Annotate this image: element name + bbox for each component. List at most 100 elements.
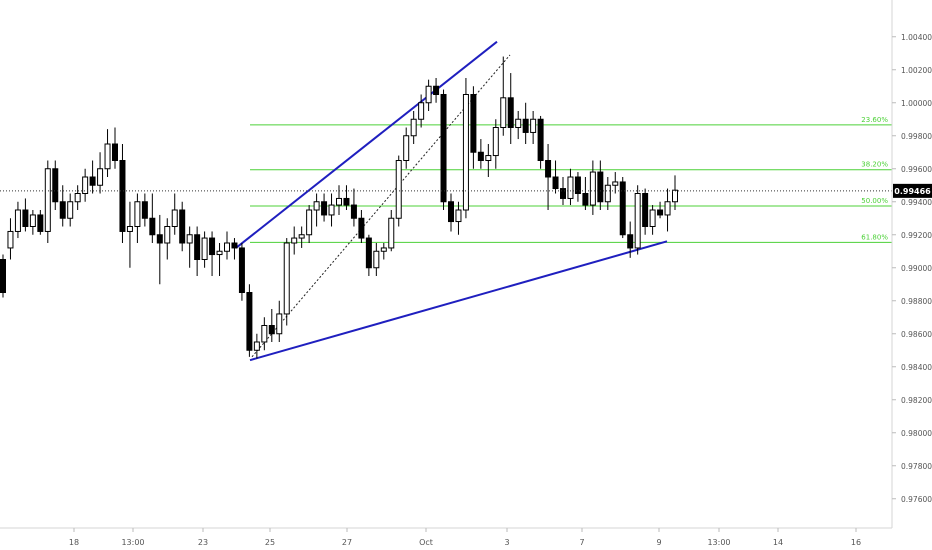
candle bbox=[7, 218, 14, 260]
candle-body-down bbox=[642, 193, 649, 227]
candle-body-down bbox=[37, 214, 44, 232]
candle bbox=[194, 226, 201, 276]
candle-body-up bbox=[462, 94, 469, 211]
candle bbox=[462, 78, 469, 219]
candle bbox=[22, 198, 29, 232]
candle bbox=[418, 94, 425, 128]
candle bbox=[567, 168, 574, 206]
candle-body-down bbox=[477, 151, 484, 161]
candle-body-up bbox=[455, 209, 462, 223]
candle-body-down bbox=[179, 209, 186, 244]
candle-body-up bbox=[261, 325, 268, 343]
candle-body-up bbox=[403, 135, 410, 161]
candle-body-down bbox=[537, 118, 544, 161]
candle bbox=[89, 160, 96, 194]
fibonacci-levels: 23.60% 38.20% 50.00% 61.80% bbox=[250, 116, 892, 243]
candle-body-down bbox=[149, 217, 156, 236]
y-tick-label: 1.00400 bbox=[901, 33, 932, 42]
candle-body-up bbox=[14, 209, 21, 232]
candle bbox=[134, 193, 141, 243]
candle-body-down bbox=[574, 176, 581, 194]
candle-body-up bbox=[500, 97, 507, 129]
candle bbox=[29, 210, 36, 235]
x-tick-label: 13:00 bbox=[121, 538, 144, 547]
trendline bbox=[235, 40, 498, 249]
candle-body-up bbox=[410, 118, 417, 137]
candle bbox=[37, 210, 44, 235]
y-tick-label: 1.00200 bbox=[901, 66, 932, 75]
candle bbox=[67, 193, 74, 227]
candle bbox=[403, 127, 410, 169]
candle bbox=[448, 193, 454, 232]
candle bbox=[313, 193, 320, 227]
candle bbox=[395, 155, 402, 227]
candle-body-up bbox=[201, 237, 208, 261]
candle bbox=[112, 127, 118, 169]
candle-body-up bbox=[306, 209, 313, 236]
candle bbox=[589, 160, 596, 215]
candle bbox=[268, 309, 275, 342]
candle-body-up bbox=[74, 193, 81, 203]
candle bbox=[604, 177, 611, 210]
candle bbox=[253, 333, 260, 359]
candle-body-up bbox=[134, 201, 141, 227]
fib-level-label: 38.20% bbox=[861, 161, 888, 169]
current-price-label: 0.99466 bbox=[894, 187, 931, 196]
candle bbox=[612, 172, 619, 194]
candle-body-down bbox=[268, 325, 275, 335]
candle-body-down bbox=[141, 201, 148, 219]
candle-body-up bbox=[328, 204, 335, 216]
candle bbox=[0, 254, 6, 298]
candle bbox=[634, 185, 641, 255]
candle-body-down bbox=[321, 201, 328, 216]
candle bbox=[530, 111, 537, 144]
candle bbox=[440, 89, 447, 210]
candle bbox=[500, 56, 507, 136]
candle-body-down bbox=[358, 217, 365, 239]
candle bbox=[104, 129, 111, 177]
candle bbox=[358, 210, 365, 243]
y-tick-label: 0.97800 bbox=[901, 462, 932, 471]
candle-body-down bbox=[440, 94, 447, 203]
candle-body-down bbox=[209, 237, 216, 256]
candle-body-down bbox=[582, 193, 589, 206]
candle-body-up bbox=[380, 247, 387, 252]
candle bbox=[560, 177, 566, 206]
y-tick-label: 0.98600 bbox=[901, 330, 932, 339]
candle bbox=[141, 193, 148, 227]
candle bbox=[552, 160, 559, 194]
candle-body-down bbox=[545, 160, 552, 178]
candle-body-up bbox=[276, 313, 283, 335]
candle bbox=[246, 284, 253, 357]
fib-level-label: 61.80% bbox=[861, 233, 888, 241]
y-tick-label: 0.99800 bbox=[901, 132, 932, 141]
candle bbox=[410, 111, 417, 144]
candle-body-up bbox=[253, 341, 260, 351]
candle-body-down bbox=[119, 160, 126, 232]
candle-body-up bbox=[604, 184, 611, 203]
candle-body-up bbox=[395, 160, 402, 219]
y-tick-label: 1.00000 bbox=[901, 99, 932, 108]
candle bbox=[336, 185, 342, 215]
candle-body-up bbox=[97, 168, 104, 186]
time-axis[interactable]: 18 13:00 23 25 27 Oct 3 7 9 13:00 14 16 bbox=[69, 528, 861, 547]
candle bbox=[149, 193, 156, 243]
y-tick-label: 0.98800 bbox=[901, 297, 932, 306]
candle-body-down bbox=[507, 97, 514, 129]
candle-body-down bbox=[0, 259, 6, 293]
candle-body-up bbox=[515, 118, 522, 128]
candle-body-up bbox=[485, 155, 492, 162]
candle-body-down bbox=[433, 85, 440, 95]
candle bbox=[350, 188, 357, 227]
candle-body-down bbox=[246, 292, 253, 351]
candle bbox=[52, 160, 59, 210]
candle-body-up bbox=[649, 209, 656, 227]
candle bbox=[365, 234, 372, 276]
candle bbox=[672, 175, 678, 210]
candle bbox=[649, 205, 656, 235]
price-axis[interactable]: 1.00400 1.00200 1.00000 0.99800 0.99600 0.994… bbox=[892, 33, 932, 504]
candle-body-down bbox=[343, 197, 350, 206]
candle bbox=[433, 78, 440, 103]
candle-body-down bbox=[657, 209, 664, 216]
